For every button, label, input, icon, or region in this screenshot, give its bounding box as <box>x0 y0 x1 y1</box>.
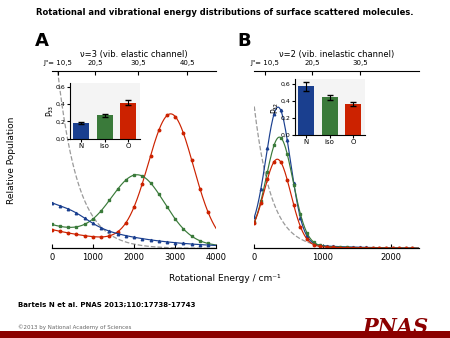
Bar <box>322 97 338 135</box>
Y-axis label: P₃₃: P₃₃ <box>45 105 54 116</box>
Text: B: B <box>238 32 252 50</box>
Text: Relative Population: Relative Population <box>7 117 16 204</box>
Bar <box>298 86 314 135</box>
Y-axis label: P₃₂: P₃₂ <box>270 102 279 113</box>
Text: Rotational and vibrational energy distributions of surface scattered molecules.: Rotational and vibrational energy distri… <box>36 8 414 18</box>
Bar <box>97 115 112 139</box>
Bar <box>345 104 361 135</box>
Text: ©2013 by National Academy of Sciences: ©2013 by National Academy of Sciences <box>18 324 131 330</box>
Title: ν=3 (vib. elastic channel): ν=3 (vib. elastic channel) <box>80 50 188 59</box>
Text: PNAS: PNAS <box>363 317 429 337</box>
Text: A: A <box>35 32 49 50</box>
Title: ν=2 (vib. inelastic channel): ν=2 (vib. inelastic channel) <box>279 50 394 59</box>
Text: Rotational Energy / cm⁻¹: Rotational Energy / cm⁻¹ <box>169 274 281 283</box>
Bar <box>73 123 89 139</box>
Text: Bartels N et al. PNAS 2013;110:17738-17743: Bartels N et al. PNAS 2013;110:17738-177… <box>18 302 195 308</box>
Bar <box>120 102 136 139</box>
